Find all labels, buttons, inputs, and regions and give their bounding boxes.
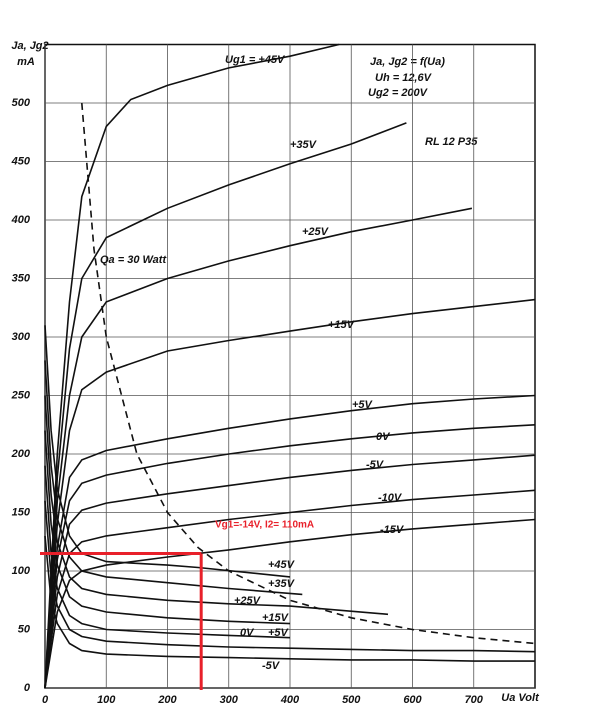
- y-tick-label: 300: [12, 331, 31, 343]
- curve-label: +5V: [352, 399, 374, 411]
- x-tick-label: 500: [342, 694, 361, 706]
- x-tick-label: 300: [220, 694, 239, 706]
- curve: [44, 465, 291, 639]
- x-tick-label: 200: [157, 694, 177, 706]
- y-tick-label: 250: [11, 389, 31, 401]
- y-tick-label: 350: [12, 272, 31, 284]
- curve: [44, 535, 535, 662]
- curve-label: -10V: [378, 492, 403, 504]
- y-axis-unit: mA: [17, 56, 35, 68]
- y-tick-label: 150: [12, 506, 31, 518]
- curve: [44, 298, 536, 689]
- marker-label: Vg1=-14V, I2= 110mA: [215, 520, 314, 531]
- y-tick-label: 100: [12, 565, 31, 577]
- curve-label: +25V: [234, 595, 262, 607]
- x-tick-label: 700: [465, 694, 484, 706]
- curve-label: -5V: [366, 459, 385, 471]
- curve: [44, 454, 536, 689]
- curve-label: 0V: [240, 627, 255, 639]
- y-tick-label: 450: [11, 155, 31, 167]
- curve-label: +5V: [268, 627, 290, 639]
- curve-label: +35V: [290, 139, 318, 151]
- curve: [44, 489, 536, 689]
- curve: [44, 122, 407, 689]
- curve: [44, 430, 291, 625]
- curve: [81, 102, 536, 645]
- curve: [44, 395, 389, 616]
- curve-label: +45V: [268, 559, 296, 571]
- x-tick-label: 0: [42, 694, 49, 706]
- curve: [44, 43, 340, 689]
- y-tick-label: 0: [24, 682, 31, 694]
- curve-label: +15V: [262, 612, 290, 624]
- curve-label: -5V: [262, 660, 281, 672]
- curve-label: +35V: [268, 578, 296, 590]
- y-axis-label: Ja, Jg2: [11, 40, 48, 52]
- curve: [44, 207, 473, 689]
- x-axis-label: Ua Volt: [501, 692, 540, 704]
- curve-label: -15V: [380, 524, 405, 536]
- curve: [44, 360, 303, 596]
- x-tick-label: 400: [280, 694, 300, 706]
- curve: [44, 394, 536, 689]
- curve-label: Qa = 30 Watt: [100, 254, 167, 266]
- y-tick-label: 500: [12, 97, 31, 109]
- x-tick-label: 600: [403, 694, 422, 706]
- annotation: Ja, Jg2 = f(Ua): [370, 56, 445, 68]
- y-tick-label: 50: [18, 623, 31, 635]
- x-tick-label: 100: [97, 694, 116, 706]
- curve: [44, 424, 536, 689]
- annotation: Uh = 12,6V: [375, 72, 433, 84]
- curve-label: 0V: [376, 431, 391, 443]
- curve-label: Ug1 = +45V: [225, 54, 286, 66]
- annotation: Ug2 = 200V: [368, 87, 429, 99]
- annotation: RL 12 P35: [425, 136, 478, 148]
- y-tick-label: 400: [11, 214, 31, 226]
- curve-label: +25V: [302, 226, 330, 238]
- y-tick-label: 200: [11, 448, 31, 460]
- curve: [44, 500, 536, 653]
- curve-label: +15V: [328, 319, 356, 331]
